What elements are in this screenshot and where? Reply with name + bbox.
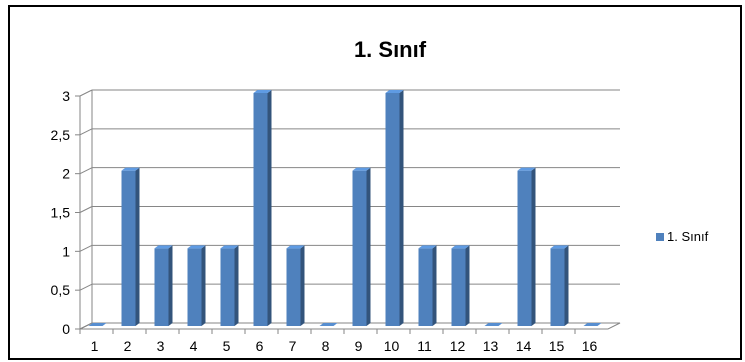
y-tick-label: 1,5 xyxy=(51,205,71,221)
bar-side xyxy=(465,245,470,326)
bar xyxy=(484,323,503,326)
chart-title: 1. Sınıf xyxy=(354,37,427,62)
gridline-depth xyxy=(79,206,93,213)
bar-side xyxy=(300,245,305,326)
legend: 1. Sınıf xyxy=(656,229,709,244)
bar-flat xyxy=(88,323,107,326)
bar-flat xyxy=(583,323,602,326)
bar-top xyxy=(154,245,173,249)
bar xyxy=(220,245,239,326)
axes xyxy=(75,90,621,334)
bar-side xyxy=(267,90,272,326)
bar xyxy=(517,167,536,326)
legend-swatch xyxy=(656,233,664,241)
bar xyxy=(154,245,173,326)
x-tick-label: 2 xyxy=(124,338,132,354)
bar-front xyxy=(220,248,235,326)
bar-side xyxy=(234,245,239,326)
chart-frame: 1. Sınıf 0 0,5 1 1,5 2 2,5 3 1 2 3 4 5 6 7 8 9 10 11 12 13… xyxy=(8,5,742,360)
bar xyxy=(352,167,371,326)
bars xyxy=(88,90,602,326)
x-tick-label: 12 xyxy=(450,338,466,354)
y-tick-label: 3 xyxy=(62,88,70,104)
bar-top xyxy=(418,245,437,249)
bar-front xyxy=(253,93,268,326)
bar-top xyxy=(187,245,206,249)
bar-flat xyxy=(484,323,503,326)
bar xyxy=(253,90,272,326)
bar-front xyxy=(121,170,136,326)
x-tick-label: 9 xyxy=(355,338,363,354)
gridline-depth xyxy=(79,244,93,252)
bar-side xyxy=(399,90,404,326)
gridline-depth xyxy=(79,89,93,97)
bar-front xyxy=(187,248,202,326)
bar-top xyxy=(550,245,569,249)
bar-top xyxy=(220,245,239,249)
bar-side xyxy=(432,245,437,326)
x-tick-label: 5 xyxy=(223,338,231,354)
legend-label: 1. Sınıf xyxy=(667,229,709,244)
x-tick-label: 16 xyxy=(582,338,598,354)
x-tick-label: 13 xyxy=(483,338,499,354)
bar xyxy=(319,323,338,326)
bar xyxy=(550,245,569,326)
bar-side xyxy=(135,167,140,326)
floor-plane xyxy=(79,322,621,330)
bar-front xyxy=(286,248,301,326)
bar-front xyxy=(385,93,400,326)
x-tick-label: 8 xyxy=(322,338,330,354)
bar-front xyxy=(352,170,367,326)
gridline-depth xyxy=(79,167,93,175)
bar xyxy=(187,245,206,326)
x-tick-label: 11 xyxy=(417,338,432,354)
bar-top xyxy=(352,167,371,171)
x-tick-label: 4 xyxy=(190,338,198,354)
bar xyxy=(451,245,470,326)
bar-top xyxy=(451,245,470,249)
bar-flat xyxy=(319,323,338,326)
bar-top xyxy=(121,167,140,171)
bar-side xyxy=(201,245,206,326)
y-tick-label: 2,5 xyxy=(51,127,71,143)
bar-chart: 1. Sınıf 00,511,522,53 1 2 3 4 5 6 7 8 9 10 11 12 13… xyxy=(51,37,709,354)
bar-front xyxy=(517,170,532,326)
bar xyxy=(121,167,140,326)
gridline-depth xyxy=(79,128,93,136)
x-tick-label: 10 xyxy=(384,338,400,354)
bar-front xyxy=(550,248,565,326)
y-tick-label: 1 xyxy=(62,243,70,259)
gridline-depth xyxy=(79,283,93,291)
bar-front xyxy=(451,248,466,326)
x-tick-label: 14 xyxy=(516,338,532,354)
bar-front xyxy=(418,248,433,326)
bar xyxy=(418,245,437,326)
bar-top xyxy=(286,245,305,249)
x-tick-label: 7 xyxy=(289,338,297,354)
bar-top xyxy=(253,90,272,93)
bar xyxy=(88,323,107,326)
bar-side xyxy=(564,245,569,326)
bar-side xyxy=(366,167,371,326)
bar xyxy=(583,323,602,326)
x-tick-label: 6 xyxy=(256,338,264,354)
x-tick-label: 3 xyxy=(157,338,165,354)
bar-top xyxy=(385,90,404,93)
y-tick-label: 2 xyxy=(62,166,70,182)
bar xyxy=(286,245,305,326)
y-tick-label: 0,5 xyxy=(51,282,71,298)
x-tick-label: 1 xyxy=(91,338,99,354)
bar xyxy=(385,90,404,326)
bar-side xyxy=(168,245,173,326)
bar-front xyxy=(154,248,169,326)
y-tick-label: 0 xyxy=(62,321,70,337)
bar-top xyxy=(517,167,536,171)
y-tick-labels: 0 0,5 1 1,5 2 2,5 3 xyxy=(51,88,71,337)
x-tick-label: 15 xyxy=(549,338,565,354)
x-tick-labels: 1 2 3 4 5 6 7 8 9 10 11 12 13 14 15 16 xyxy=(91,338,598,354)
bar-side xyxy=(531,167,536,326)
